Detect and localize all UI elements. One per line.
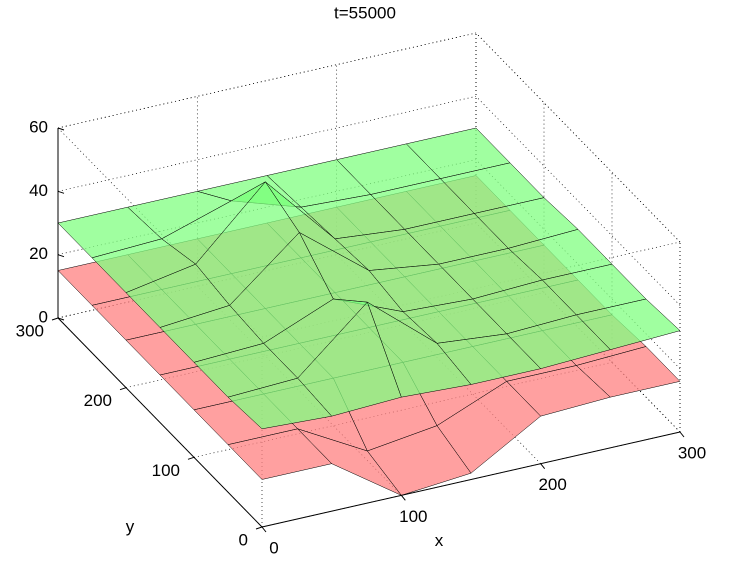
y-tick <box>187 456 195 460</box>
x-tick <box>261 526 267 533</box>
surface-cell <box>227 428 333 480</box>
x-tick-label: 100 <box>399 507 427 526</box>
y-tick-label: 0 <box>239 530 248 549</box>
y-axis-label: y <box>126 517 135 536</box>
x-tick-label: 0 <box>269 538 278 557</box>
grid-line <box>475 32 681 243</box>
y-tick-label: 200 <box>84 391 112 410</box>
grid-line <box>475 222 681 433</box>
x-tick <box>540 463 546 469</box>
z-tick-label: 40 <box>29 181 48 200</box>
x-axis <box>261 431 681 528</box>
z-tick-label: 0 <box>39 307 48 326</box>
grid-line <box>57 32 477 129</box>
y-tick-label: 300 <box>16 321 44 340</box>
z-tick <box>57 190 65 194</box>
x-axis-label: x <box>435 531 444 550</box>
x-tick <box>400 495 406 501</box>
y-axis <box>57 317 263 528</box>
chart-title: t=55000 <box>334 3 396 22</box>
y-tick <box>255 526 263 530</box>
x-tick-label: 200 <box>538 475 566 494</box>
grid-line <box>475 96 681 306</box>
y-tick <box>119 387 127 391</box>
x-tick <box>679 431 685 438</box>
z-tick <box>57 317 65 321</box>
z-tick <box>57 127 65 131</box>
z-tick-label: 20 <box>29 244 48 263</box>
z-tick-label: 60 <box>29 117 48 136</box>
surface-cell <box>227 377 333 430</box>
x-tick-label: 300 <box>678 443 706 462</box>
z-tick <box>57 254 65 258</box>
surfaces <box>57 127 681 496</box>
y-tick <box>51 317 59 321</box>
y-tick-label: 100 <box>152 461 180 480</box>
box-edge <box>57 127 263 338</box>
